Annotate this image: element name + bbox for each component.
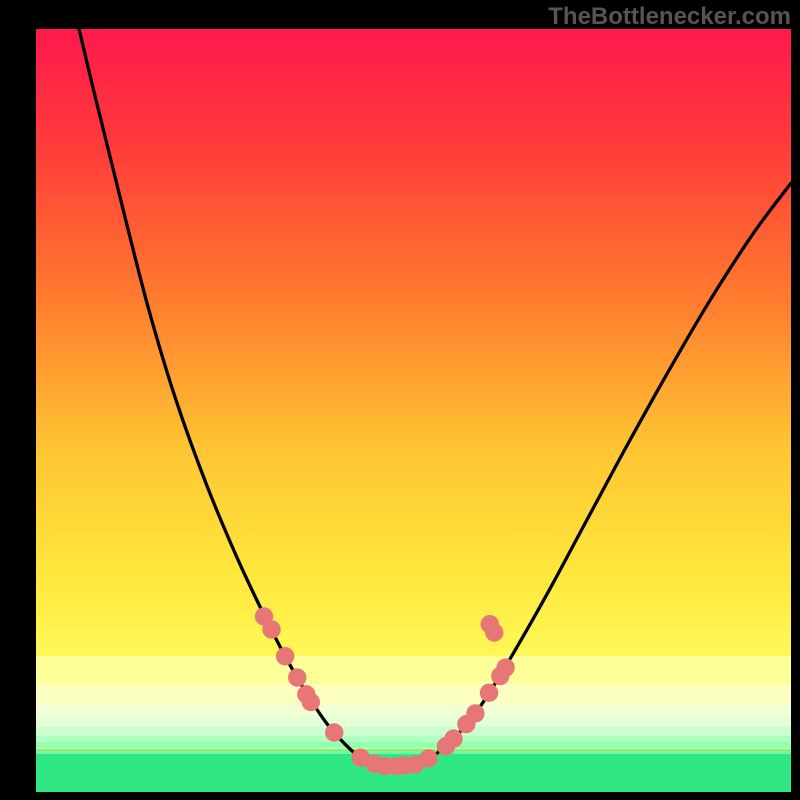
stage: TheBottlenecker.com (0, 0, 800, 800)
data-marker (276, 647, 294, 665)
data-marker (444, 729, 462, 747)
data-marker (325, 723, 343, 741)
data-marker (485, 623, 503, 641)
data-marker (419, 749, 437, 767)
markers-layer (36, 29, 791, 792)
watermark-text: TheBottlenecker.com (548, 3, 791, 31)
data-marker (466, 704, 484, 722)
data-marker (496, 658, 514, 676)
data-marker (262, 620, 280, 638)
data-marker (480, 684, 498, 702)
data-marker (302, 693, 320, 711)
data-marker (288, 668, 306, 686)
plot-area (36, 29, 791, 792)
